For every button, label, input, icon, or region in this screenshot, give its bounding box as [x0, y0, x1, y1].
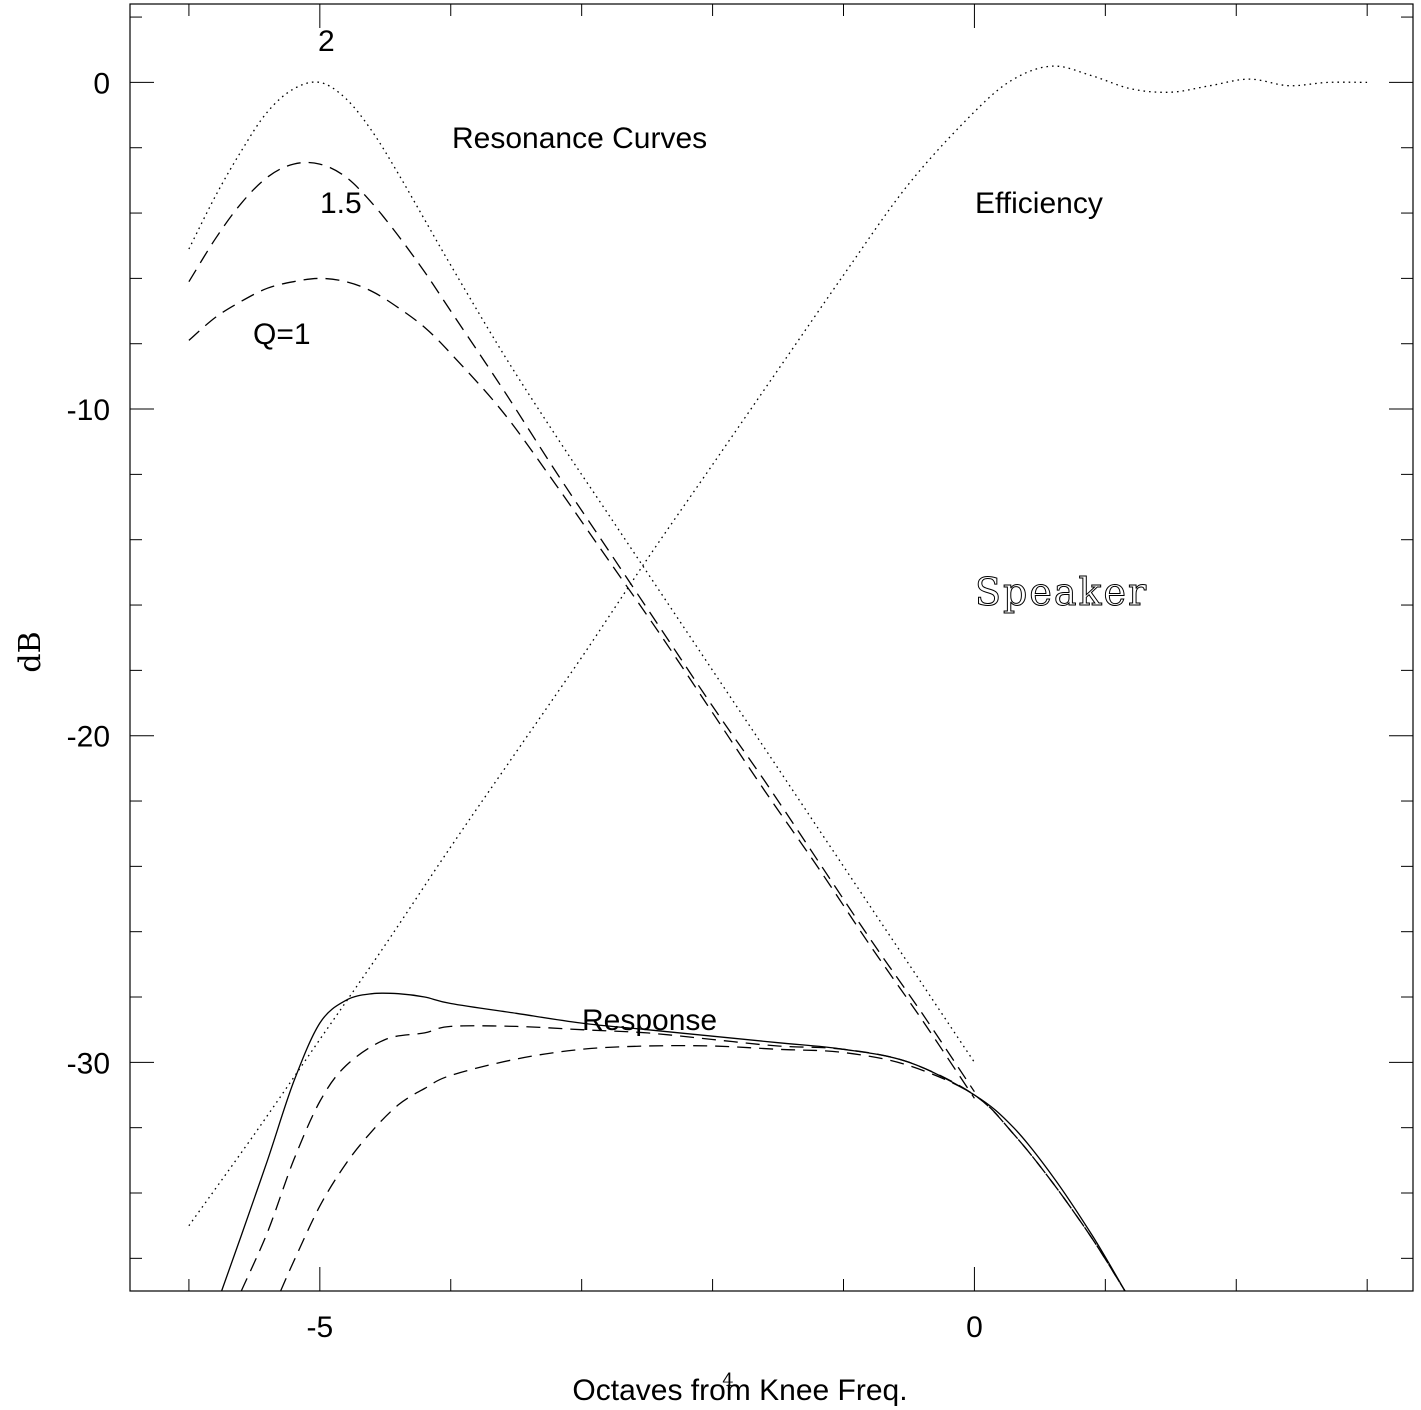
- q1-label: Q=1: [253, 318, 311, 351]
- series-line-6: [240, 1025, 1126, 1292]
- series-line-1: [188, 81, 975, 1063]
- q1-5-label: 1.5: [320, 187, 362, 220]
- page-number: 4: [722, 1370, 733, 1391]
- x-axis-title: Octaves from Knee Freq.: [572, 1374, 907, 1407]
- series-line-5: [220, 992, 1126, 1292]
- series-line-3: [188, 277, 975, 1099]
- y-tick-label: -20: [67, 721, 110, 754]
- series-group: [188, 65, 1368, 1292]
- series-line-2: [188, 161, 975, 1093]
- y-tick-label: -30: [67, 1047, 110, 1080]
- y-tick-label: -10: [67, 394, 110, 427]
- series-line-4: [188, 65, 1368, 1227]
- series-line-7: [280, 1044, 1126, 1292]
- efficiency-label: Efficiency: [975, 187, 1103, 220]
- resonance-curves-label: Resonance Curves: [452, 122, 707, 155]
- x-tick-label: -5: [306, 1311, 333, 1344]
- y-tick-label: 0: [93, 67, 110, 100]
- response-label: Response: [582, 1004, 717, 1037]
- plot-frame: [129, 3, 1414, 1292]
- q2-label: 2: [318, 25, 335, 58]
- x-tick-label: 0: [966, 1311, 983, 1344]
- tick-labels: -5 0 0 -10 -20 -30: [67, 67, 983, 1344]
- y-axis-title: dB: [13, 631, 48, 672]
- axis-ticks: [130, 4, 1413, 1291]
- speaker-label: Speaker: [975, 570, 1148, 614]
